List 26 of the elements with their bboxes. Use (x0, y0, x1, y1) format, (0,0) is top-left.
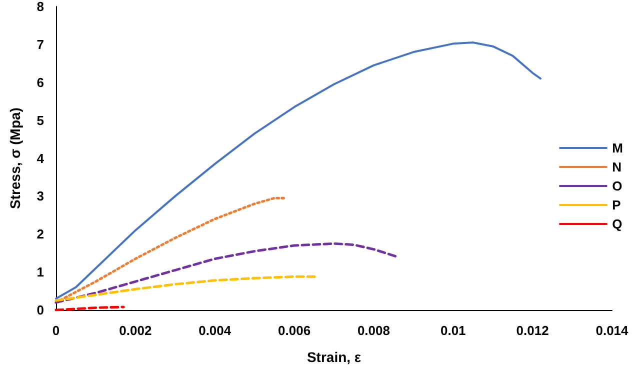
y-tick-label: 0 (36, 302, 44, 318)
x-tick-label: 0.014 (596, 323, 630, 338)
y-tick-label: 3 (36, 188, 44, 204)
y-tick-label: 8 (36, 0, 44, 14)
x-tick-label: 0.008 (357, 323, 390, 338)
x-tick-label: 0.006 (278, 323, 311, 338)
y-tick-label: 4 (36, 150, 45, 166)
x-tick-label: 0.012 (516, 323, 549, 338)
legend-label: P (612, 198, 622, 212)
legend-label: M (612, 140, 624, 156)
line-series (54, 242, 399, 304)
y-tick-label: 2 (36, 226, 44, 242)
legend-label: Q (612, 216, 622, 232)
x-axis-title: Strain, ε (306, 349, 362, 365)
x-tick-label: 0 (52, 323, 60, 338)
y-tick-label: 6 (36, 74, 44, 90)
x-tick-label: 0.004 (198, 323, 232, 338)
legend-label: O (612, 178, 622, 194)
x-tick-label: 0.01 (440, 323, 466, 338)
y-tick-label: 1 (36, 264, 44, 280)
y-tick-label: 5 (36, 112, 44, 128)
legend-label: N (612, 160, 622, 174)
y-axis-title: Stress, σ (Mpa) (7, 108, 23, 209)
x-tick-label: 0.002 (119, 323, 152, 338)
y-tick-label: 7 (36, 36, 44, 52)
line-series (55, 42, 542, 300)
